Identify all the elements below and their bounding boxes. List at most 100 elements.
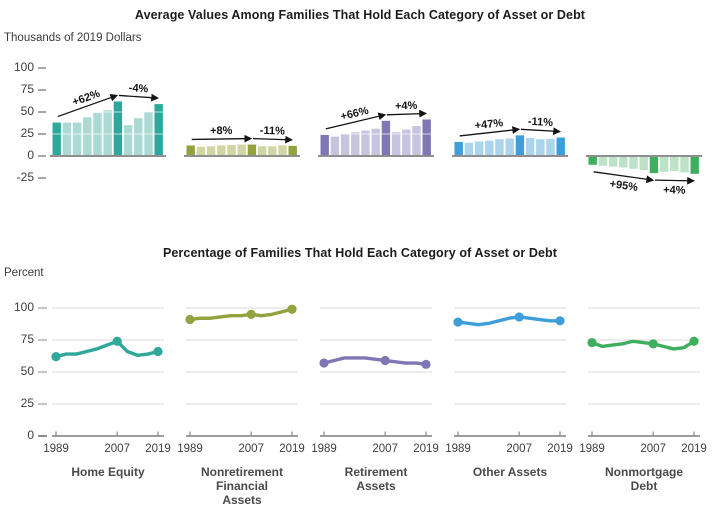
- category-label-home-equity: Home Equity: [71, 465, 145, 479]
- bar-2010: [123, 125, 133, 156]
- change-arrow: [593, 171, 655, 184]
- bar-2004: [639, 156, 648, 171]
- bar-2010: [257, 146, 267, 156]
- bar-2019: [556, 137, 565, 156]
- bar-2010: [391, 132, 401, 156]
- bar-2001: [227, 145, 236, 156]
- bar-2004: [103, 110, 112, 156]
- change-label: +8%: [210, 125, 233, 137]
- bar-panel-other-assets: +47% -11%: [452, 89, 568, 157]
- marker-dot-2007: [380, 355, 390, 366]
- bottom-y-tick-mark: [38, 435, 47, 437]
- bar-2007: [113, 101, 123, 156]
- marker-dot-1989: [453, 317, 463, 327]
- bar-1989: [588, 156, 597, 165]
- bar-1995: [608, 156, 618, 167]
- bar-2016: [680, 156, 689, 173]
- bar-panel-nonmortgage-debt: +95% +4%: [586, 89, 702, 197]
- change-label: +4%: [663, 184, 686, 196]
- x-tick-label: 2019: [413, 443, 439, 455]
- top-y-tick-mark: [38, 111, 46, 113]
- line-panel-other-assets: [453, 307, 566, 437]
- trend-line: [322, 356, 428, 367]
- trend-line: [54, 339, 160, 359]
- bar-1989: [320, 134, 329, 156]
- bar-1998: [351, 132, 360, 156]
- line-panel-nonmortgage-debt: [587, 307, 700, 437]
- trend-line: [188, 307, 294, 322]
- bar-1995: [474, 141, 484, 156]
- category-label-nonretirement: Nonretirement Financial Assets: [200, 465, 283, 507]
- top-y-tick-mark: [38, 89, 46, 91]
- trend-line: [590, 339, 696, 351]
- top-y-tick-label: 0: [27, 148, 34, 162]
- bar-2013: [536, 139, 545, 156]
- x-tick-label: 1989: [579, 443, 605, 455]
- bar-2001: [495, 139, 504, 156]
- change-label: -11%: [260, 125, 286, 138]
- x-tick-label: 2007: [372, 443, 398, 455]
- x-tick-label: 2007: [506, 443, 532, 455]
- top-chart-title: Average Values Among Families That Hold …: [134, 8, 586, 22]
- bar-2019: [690, 156, 699, 174]
- change-label: +62%: [71, 88, 102, 109]
- x-tick-label: 1989: [43, 443, 69, 455]
- bottom-y-tick-label: 100: [13, 300, 34, 314]
- bar-1989: [52, 122, 61, 156]
- x-tick-label: 1989: [445, 443, 471, 455]
- change-arrow: [459, 126, 521, 137]
- bar-panel-home-equity: +62% -4%: [50, 82, 166, 157]
- category-label-other-assets: Other Assets: [472, 465, 548, 479]
- top-y-tick-mark: [38, 155, 46, 157]
- bar-1992: [598, 156, 608, 166]
- marker-dot-2019: [421, 359, 431, 369]
- bar-2019: [154, 104, 163, 156]
- change-label: +66%: [339, 105, 370, 123]
- line-panel-home-equity: [51, 307, 164, 437]
- bar-1989: [186, 145, 195, 156]
- bar-2016: [278, 145, 287, 156]
- category-label-retirement: Retirement Assets: [344, 465, 408, 493]
- category-label-nonmortgage: Nonmortgage Debt: [605, 465, 683, 493]
- bar-2001: [629, 156, 638, 169]
- top-y-tick-label: 50: [20, 104, 34, 118]
- marker-dot-2007: [514, 312, 524, 322]
- bar-2004: [371, 128, 380, 156]
- bar-panel-nonretirement-financial-assets: +8% -11%: [184, 89, 300, 157]
- bottom-y-tick-mark: [38, 371, 47, 373]
- bar-1998: [217, 145, 226, 156]
- bar-2016: [412, 126, 421, 156]
- top-y-tick-label: 75: [20, 82, 34, 96]
- marker-dot-2019: [153, 346, 163, 357]
- change-label: -11%: [528, 116, 554, 129]
- top-y-tick-mark: [38, 67, 46, 69]
- bar-2013: [402, 129, 411, 156]
- bar-1995: [340, 134, 350, 156]
- bar-2007: [649, 156, 659, 174]
- change-arrow: [386, 109, 427, 118]
- marker-dot-1989: [185, 314, 195, 325]
- bar-2019: [288, 145, 297, 156]
- bottom-chart-title: Percentage of Families That Hold Each Ca…: [162, 246, 558, 260]
- change-arrow: [57, 93, 119, 118]
- bar-1992: [196, 146, 206, 156]
- bar-2004: [505, 138, 514, 156]
- x-tick-label: 2007: [640, 443, 666, 455]
- bar-2007: [247, 144, 257, 156]
- bar-2007: [381, 120, 391, 156]
- bar-1992: [330, 136, 340, 156]
- marker-dot-2007: [648, 339, 658, 349]
- bar-2010: [659, 156, 669, 172]
- marker-dot-2019: [689, 336, 699, 346]
- bottom-unit-label: Percent: [4, 267, 44, 279]
- top-unit-label: Thousands of 2019 Dollars: [4, 32, 142, 44]
- bar-1995: [72, 122, 82, 156]
- change-arrow: [520, 127, 561, 136]
- change-arrow: [654, 176, 695, 185]
- x-tick-label: 2019: [279, 443, 305, 455]
- bar-1992: [464, 142, 474, 156]
- bar-1998: [485, 140, 494, 156]
- line-panel-retirement-assets: [319, 307, 432, 437]
- change-label: -4%: [128, 82, 149, 95]
